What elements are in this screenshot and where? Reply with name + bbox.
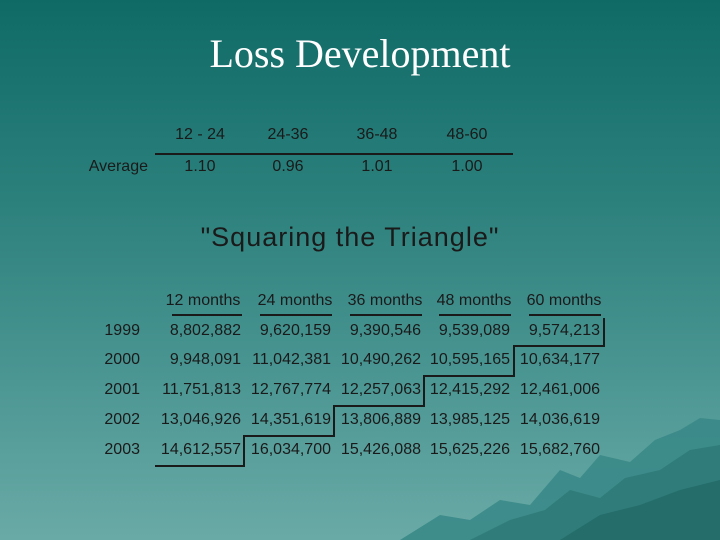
triangle-cell: 16,034,700	[250, 441, 331, 458]
year-label: 2000	[104, 351, 140, 368]
triangle-cell: 9,948,091	[169, 351, 241, 368]
triangle-cell: 9,390,546	[349, 322, 421, 339]
triangle-cell: 14,036,619	[519, 411, 600, 428]
header-rule-4	[439, 314, 511, 316]
triangle-header-3: 36 months	[347, 292, 423, 309]
triangle-cell: 8,802,882	[169, 322, 241, 339]
triangle-cell: 15,625,226	[429, 441, 510, 458]
triangle-cell: 15,682,760	[519, 441, 600, 458]
triangle-cell: 9,574,213	[528, 322, 600, 339]
triangle-header-4: 48 months	[436, 292, 512, 309]
factor-value-1: 1.10	[184, 158, 216, 175]
triangle-cell: 12,767,774	[250, 381, 331, 398]
triangle-cell: 13,046,926	[160, 411, 241, 428]
triangle-heading: "Squaring the Triangle"	[200, 222, 500, 252]
triangle-header-2: 24 months	[257, 292, 333, 309]
factor-header-2: 24-36	[267, 126, 309, 143]
factor-header-4: 48-60	[446, 126, 488, 143]
triangle-cell: 15,426,088	[340, 441, 421, 458]
header-rule-3	[350, 314, 422, 316]
factor-row-label: Average	[88, 158, 148, 175]
header-rule-2	[260, 314, 332, 316]
triangle-cell: 13,985,125	[429, 411, 510, 428]
factor-value-2: 0.96	[272, 158, 304, 175]
factors-rule	[155, 153, 513, 155]
triangle-cell: 13,806,889	[340, 411, 421, 428]
triangle-header-1: 12 months	[165, 292, 241, 309]
header-rule-5	[529, 314, 601, 316]
triangle-cell: 10,490,262	[340, 351, 421, 368]
triangle-cell: 10,595,165	[429, 351, 510, 368]
triangle-cell: 12,415,292	[429, 381, 510, 398]
year-label: 2001	[104, 381, 140, 398]
triangle-cell: 9,620,159	[259, 322, 331, 339]
factor-header-3: 36-48	[356, 126, 398, 143]
triangle-cell: 10,634,177	[519, 351, 600, 368]
triangle-cell: 12,461,006	[519, 381, 600, 398]
year-label: 1999	[104, 322, 140, 339]
factor-value-4: 1.00	[451, 158, 483, 175]
triangle-cell: 11,042,381	[252, 351, 331, 368]
triangle-cell: 14,351,619	[250, 411, 331, 428]
triangle-cell: 12,257,063	[340, 381, 421, 398]
factor-header-1: 12 - 24	[175, 126, 225, 143]
factor-value-3: 1.01	[361, 158, 393, 175]
header-rule-1	[172, 314, 242, 316]
triangle-cell: 14,612,557	[160, 441, 241, 458]
triangle-cell: 9,539,089	[438, 322, 510, 339]
page-title: Loss Development	[209, 31, 511, 76]
triangle-header-5: 60 months	[526, 292, 602, 309]
year-label: 2002	[104, 411, 140, 428]
triangle-cell: 11,751,813	[162, 381, 241, 398]
year-label: 2003	[104, 441, 140, 458]
